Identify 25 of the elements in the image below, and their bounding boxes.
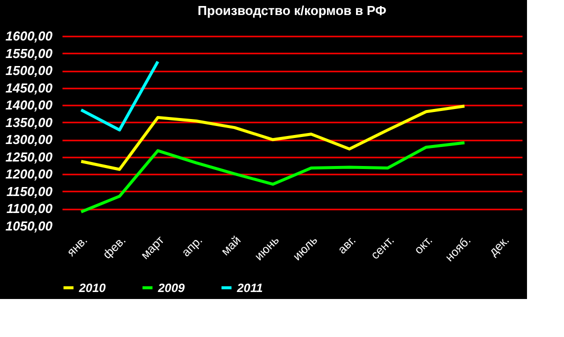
x-tick-label: авг.: [334, 233, 358, 257]
x-tick-label: фев.: [100, 233, 128, 262]
x-tick-label: дек.: [486, 233, 512, 259]
y-tick-label: 1050,00: [6, 218, 54, 234]
chart-title: Производство к/кормов в РФ: [198, 3, 386, 18]
legend-label: 2010: [78, 280, 106, 295]
y-tick-label: 1300,00: [6, 132, 54, 148]
legend-label: 2009: [157, 280, 186, 295]
y-tick-label: 1550,00: [6, 46, 54, 61]
line-series: [80, 141, 466, 214]
y-tick-label: 1350,00: [6, 114, 54, 130]
y-tick-label: 1500,00: [6, 63, 54, 78]
y-tick-label: 1150,00: [6, 184, 54, 199]
line-series: [80, 104, 466, 171]
x-tick-label: янв.: [64, 233, 90, 260]
y-tick-label: 1600,00: [6, 28, 54, 44]
y-tick-label: 1400,00: [6, 98, 54, 113]
y-tick-label: 1450,00: [6, 80, 54, 96]
y-tick-label: 1250,00: [6, 149, 54, 164]
y-tick-label: 1200,00: [6, 166, 54, 182]
x-tick-label: окт.: [411, 233, 436, 257]
x-tick-label: апр.: [178, 233, 206, 260]
y-tick-label: 1100,00: [6, 201, 54, 216]
legend-label: 2011: [236, 280, 264, 295]
x-tick-label: май: [218, 233, 244, 258]
